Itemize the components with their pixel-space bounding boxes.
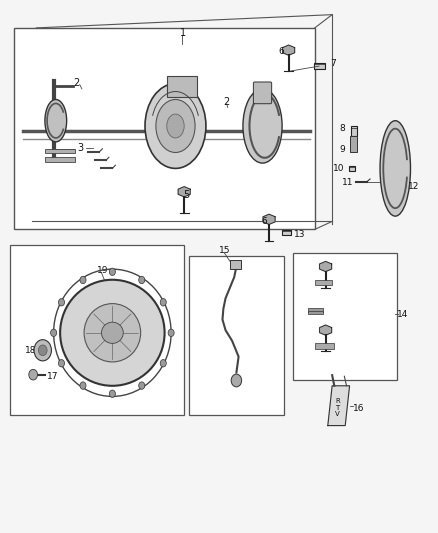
Polygon shape — [320, 261, 332, 272]
Bar — [45, 149, 75, 153]
Ellipse shape — [45, 100, 67, 142]
Ellipse shape — [102, 322, 123, 343]
Polygon shape — [283, 45, 295, 55]
Circle shape — [50, 329, 57, 336]
Bar — [188, 256, 284, 415]
Text: 19: 19 — [97, 266, 109, 275]
Bar — [282, 230, 291, 235]
Text: V: V — [335, 411, 340, 417]
Text: 12: 12 — [408, 182, 420, 191]
Polygon shape — [178, 187, 190, 197]
Bar — [315, 343, 334, 349]
Circle shape — [160, 360, 166, 367]
Bar — [45, 157, 75, 161]
Text: 14: 14 — [397, 310, 409, 319]
Text: 17: 17 — [47, 372, 59, 381]
Circle shape — [80, 382, 86, 389]
Bar — [314, 63, 325, 69]
Circle shape — [29, 369, 38, 380]
Text: 3: 3 — [78, 143, 84, 153]
Ellipse shape — [380, 120, 410, 216]
Bar — [315, 280, 332, 285]
Text: R: R — [335, 398, 340, 404]
Circle shape — [80, 276, 86, 284]
Circle shape — [39, 345, 47, 356]
Bar — [293, 253, 397, 381]
Ellipse shape — [60, 280, 165, 386]
Circle shape — [139, 276, 145, 284]
Circle shape — [160, 298, 166, 306]
Bar — [10, 245, 184, 415]
Bar — [167, 76, 197, 97]
Text: 13: 13 — [294, 230, 305, 239]
Text: 4: 4 — [171, 92, 177, 102]
Text: 5: 5 — [184, 190, 190, 200]
Polygon shape — [320, 325, 332, 335]
Circle shape — [110, 390, 116, 398]
Bar — [308, 308, 323, 312]
FancyBboxPatch shape — [253, 82, 272, 104]
Ellipse shape — [243, 89, 282, 163]
Ellipse shape — [167, 114, 184, 138]
Text: 7: 7 — [330, 59, 336, 68]
Text: 8: 8 — [339, 124, 345, 133]
Bar — [14, 28, 315, 229]
Ellipse shape — [156, 100, 195, 152]
Text: 2: 2 — [223, 97, 230, 107]
Circle shape — [110, 268, 116, 276]
Circle shape — [139, 382, 145, 389]
Ellipse shape — [145, 84, 206, 168]
Circle shape — [58, 360, 64, 367]
Circle shape — [168, 329, 174, 336]
Text: T: T — [335, 405, 339, 410]
Text: 15: 15 — [219, 246, 230, 255]
Text: 6: 6 — [279, 47, 284, 56]
Circle shape — [58, 298, 64, 306]
Text: 1: 1 — [180, 28, 186, 38]
Text: 6: 6 — [261, 217, 267, 226]
Text: 18: 18 — [25, 346, 37, 355]
Bar — [230, 260, 241, 269]
Polygon shape — [328, 386, 350, 425]
Text: 16: 16 — [353, 404, 364, 413]
Circle shape — [34, 340, 51, 361]
Bar — [349, 166, 355, 171]
Bar — [351, 126, 357, 135]
Bar — [350, 136, 357, 152]
Bar — [308, 311, 323, 314]
Text: 11: 11 — [342, 178, 353, 187]
Polygon shape — [263, 214, 275, 224]
Circle shape — [231, 374, 242, 387]
Text: 10: 10 — [333, 164, 344, 173]
Ellipse shape — [84, 304, 141, 362]
Text: 9: 9 — [339, 146, 345, 155]
Text: 2: 2 — [73, 77, 79, 87]
